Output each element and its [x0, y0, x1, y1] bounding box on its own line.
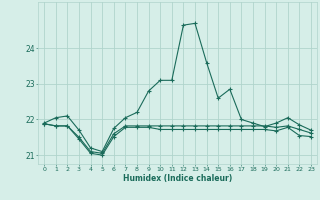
X-axis label: Humidex (Indice chaleur): Humidex (Indice chaleur) — [123, 174, 232, 183]
